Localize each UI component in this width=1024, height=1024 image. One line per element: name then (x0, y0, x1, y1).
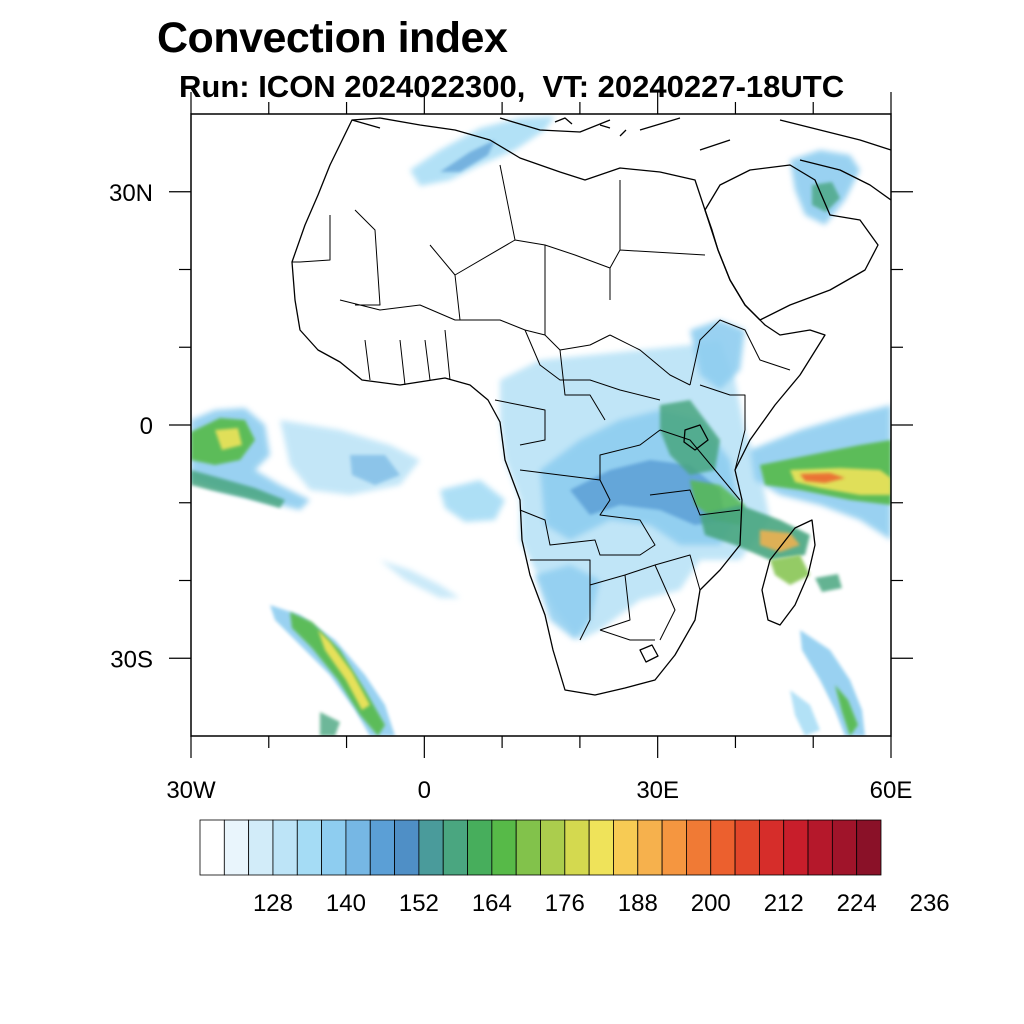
field-madagascar (770, 555, 810, 585)
map-area (191, 114, 891, 736)
field-gulf-guinea-blue (350, 455, 400, 485)
persia-outline (779, 119, 891, 201)
y-tick-label: 0 (140, 413, 153, 440)
field-atlantic-yellow (215, 428, 242, 450)
field-tanzania-hot (760, 530, 800, 552)
border-sahel (339, 245, 611, 351)
colorbar-swatch (369, 819, 395, 876)
colorbar-swatch (199, 819, 225, 876)
convection-field (191, 116, 891, 736)
lesotho (639, 644, 659, 663)
field-gulf-guinea-swirl (440, 480, 505, 522)
colorbar-label: 188 (618, 890, 658, 917)
colorbar-swatch (515, 819, 541, 876)
border-south (530, 554, 701, 641)
field-mediterranean-core (440, 140, 495, 172)
colorbar-swatch (321, 819, 347, 876)
colorbar-label: 164 (472, 890, 512, 917)
y-tick-label: 30S (110, 646, 153, 673)
colorbar-swatch (807, 819, 833, 876)
colorbar-swatch (540, 819, 566, 876)
field-indian-ocean-red (800, 473, 845, 483)
colorbar-swatch (831, 819, 858, 876)
colorbar-swatch (491, 819, 517, 876)
lake-victoria (683, 424, 709, 451)
field-ethiopia (690, 320, 745, 390)
axis-ticks: 30W 0 30E 60E 30N 0 30S (109, 92, 913, 804)
colorbar-swatch (223, 819, 250, 876)
colorbar-label: 140 (326, 890, 366, 917)
colorbar-swatch (856, 819, 882, 876)
field-south-atlantic-yellow (318, 630, 370, 710)
border-east (649, 319, 791, 516)
y-tick-label: 30N (109, 180, 153, 207)
colorbar-swatch (758, 819, 785, 876)
colorbar-swatch (637, 819, 663, 876)
gulf-islands (554, 117, 627, 137)
madagascar-outline (761, 519, 816, 626)
colorbar-label: 152 (399, 890, 439, 917)
border-west (364, 329, 451, 386)
x-tick-label: 30W (166, 777, 216, 804)
colorbar-label: 236 (910, 890, 950, 917)
colorbar-swatch (296, 819, 323, 876)
colorbar-swatch (564, 819, 590, 876)
colorbar-label: 128 (253, 890, 293, 917)
border-congo (519, 429, 661, 556)
field-central-africa-core (570, 460, 725, 525)
map-title: Convection index (157, 14, 508, 62)
colorbar-swatch (661, 819, 687, 876)
colorbar-swatch (345, 819, 371, 876)
colorbar-label: 176 (545, 890, 585, 917)
border-central (494, 329, 691, 446)
field-atlantic-streak2 (380, 560, 460, 598)
colorbar: 128 140 152 164 176 188 200 212 224 236 (199, 819, 950, 917)
x-tick-label: 30E (636, 777, 679, 804)
colorbar-swatch (588, 819, 614, 876)
colorbar-label: 212 (764, 890, 804, 917)
arabia-outline (704, 164, 879, 321)
field-south-atlantic-edge (320, 712, 340, 736)
field-south-indian-green (835, 685, 858, 736)
colorbar-swatch (613, 819, 639, 876)
x-tick-label: 0 (418, 777, 431, 804)
colorbar-swatch (783, 819, 809, 876)
colorbar-swatch (734, 819, 760, 876)
colorbar-swatch (272, 819, 298, 876)
map-subtitle: Run: ICON 2024022300, VT: 20240227-18UTC (179, 69, 845, 104)
country-borders (292, 164, 791, 641)
colorbar-label: 224 (837, 890, 877, 917)
x-tick-label: 60E (870, 777, 913, 804)
field-lake-victoria (660, 400, 720, 475)
field-south-indian-2 (790, 690, 820, 736)
colorbar-swatch (248, 819, 274, 876)
colorbar-swatch (418, 819, 444, 876)
colorbar-swatch (686, 819, 712, 876)
colorbar-swatch (467, 819, 493, 876)
europe-coast (351, 117, 731, 151)
colorbar-swatch (394, 819, 420, 876)
field-atlantic-streak (191, 470, 285, 508)
colorbar-swatch (442, 819, 468, 876)
colorbar-swatch (710, 819, 736, 876)
colorbar-label: 200 (691, 890, 731, 917)
field-madagascar-east (815, 574, 842, 592)
field-namibia (535, 565, 600, 640)
